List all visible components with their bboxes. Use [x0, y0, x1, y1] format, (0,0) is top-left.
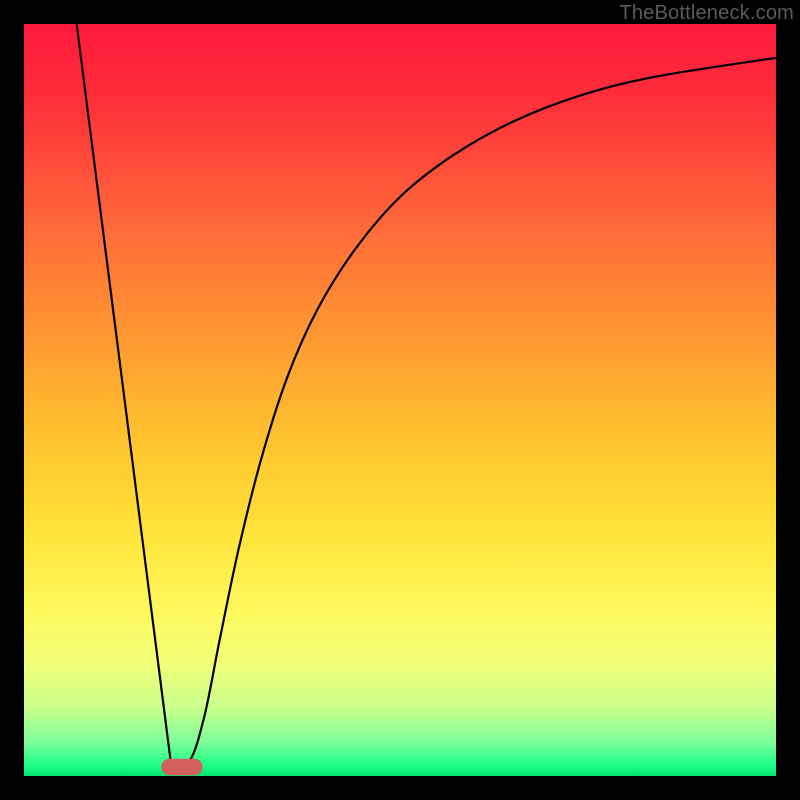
chart-frame: TheBottleneck.com	[0, 0, 800, 800]
optimum-marker	[161, 759, 202, 776]
watermark-text: TheBottleneck.com	[619, 2, 794, 25]
chart-svg	[24, 24, 776, 776]
plot-area	[24, 24, 776, 776]
gradient-background	[24, 24, 776, 776]
